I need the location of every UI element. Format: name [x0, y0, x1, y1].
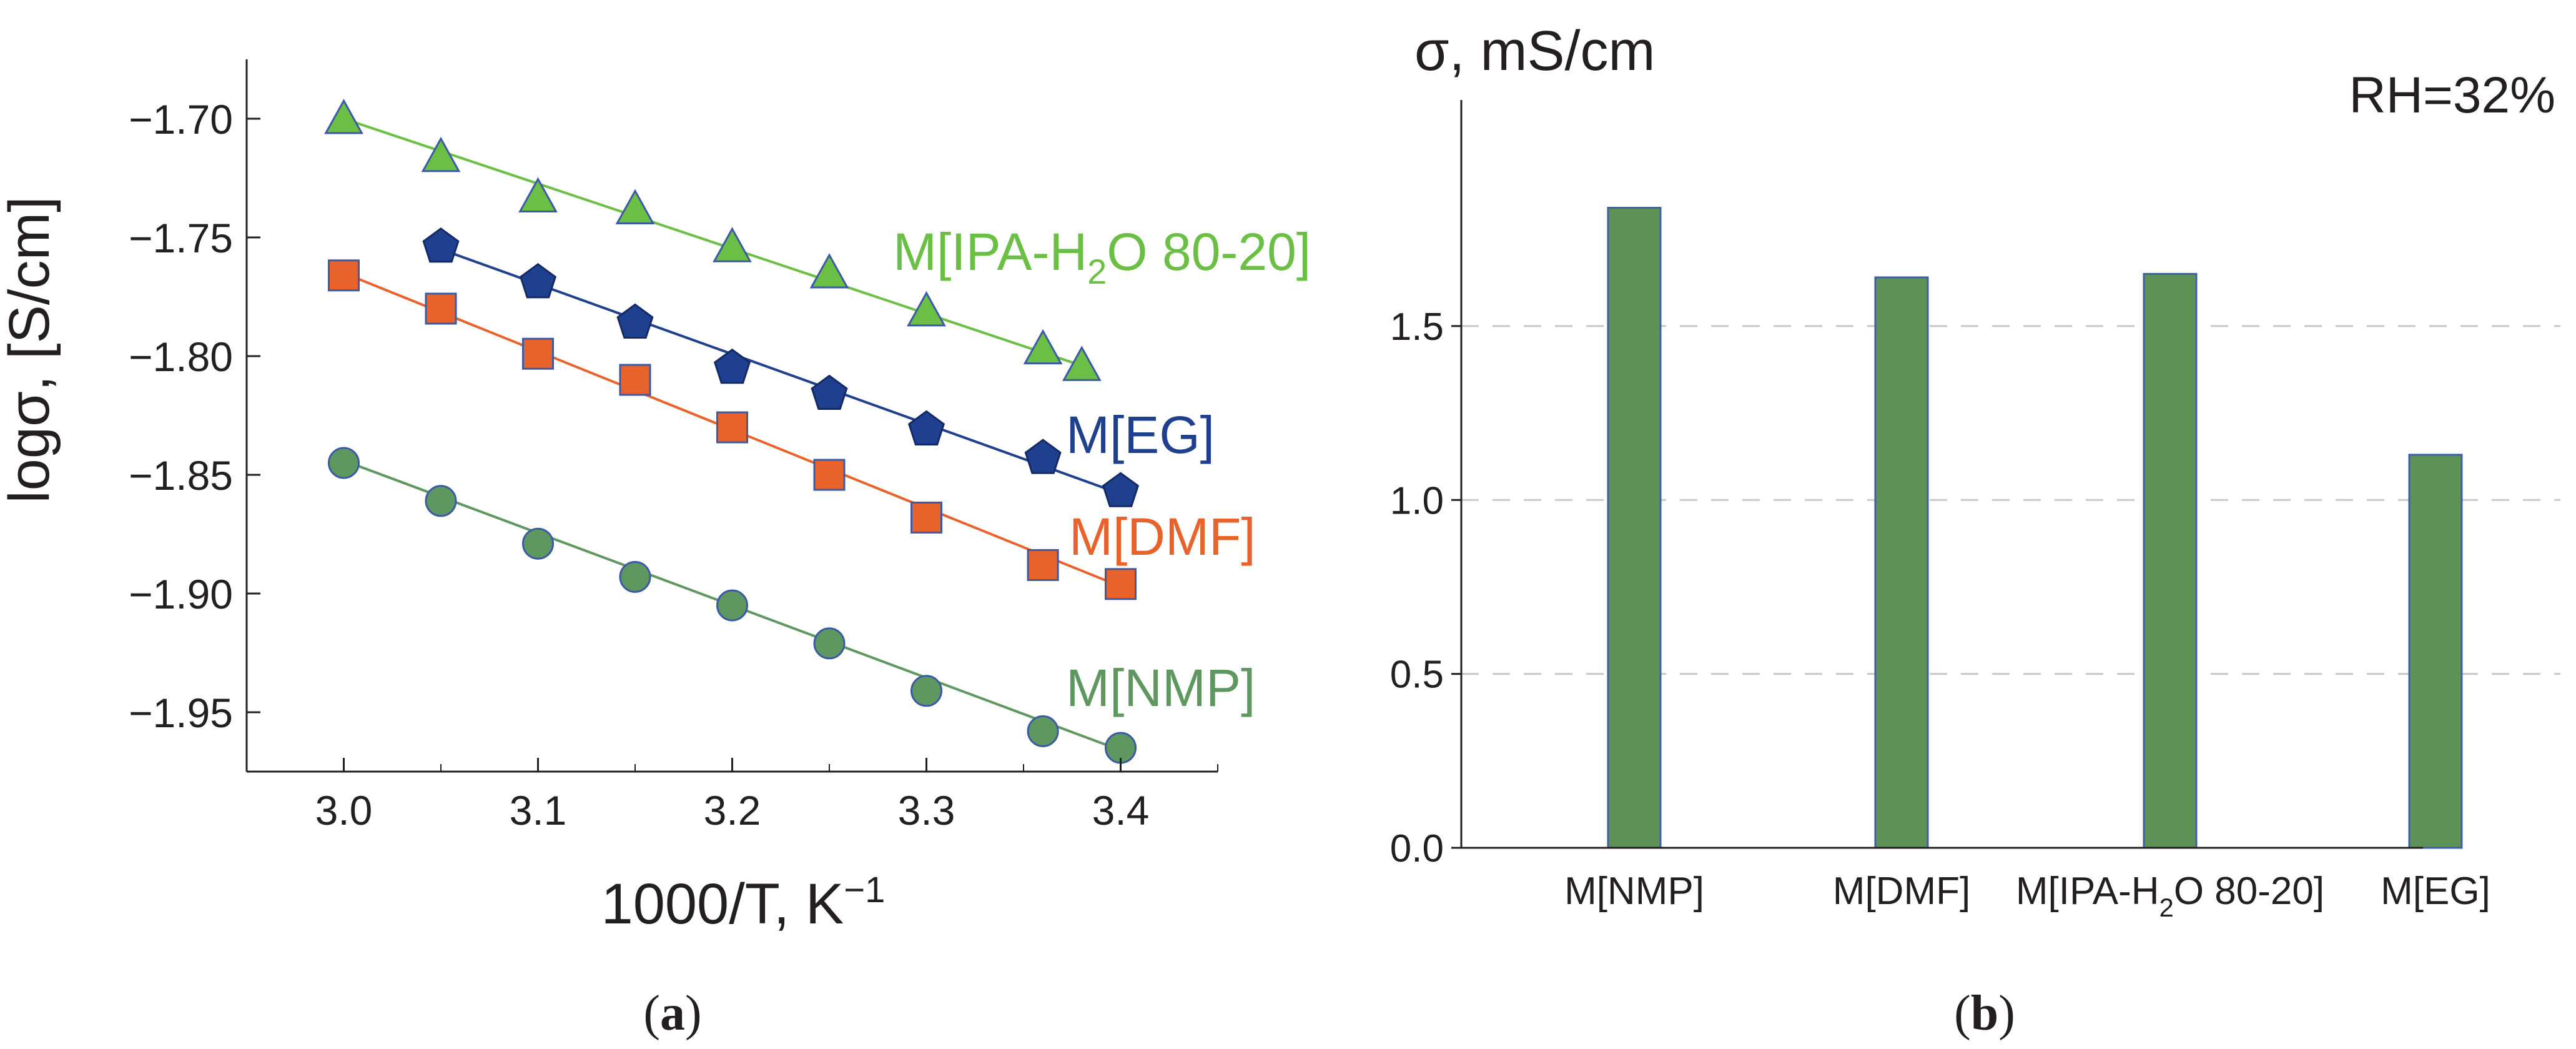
- panel-a-caption: (a): [643, 986, 701, 1041]
- data-point-circle: [716, 589, 748, 622]
- series-label: M[NMP]: [1066, 659, 1255, 717]
- data-point-circle: [425, 485, 457, 517]
- x-tick-label: 3.3: [898, 787, 955, 833]
- bar: [1874, 276, 1929, 849]
- data-point-square: [328, 259, 360, 292]
- data-point-pentagon: [616, 303, 654, 339]
- data-point-pentagon: [1024, 439, 1062, 474]
- series-label: M[IPA-H2O 80-20]: [893, 222, 1311, 291]
- data-point-triangle: [615, 189, 655, 224]
- data-point-triangle: [713, 227, 752, 262]
- bar: [1607, 207, 1662, 849]
- data-point-circle: [910, 675, 942, 707]
- x-tick-label: 3.1: [510, 787, 567, 833]
- panel-b-category-labels: M[NMP] M[DMF] M[IPA-H2O 80-20] M[EG]: [1564, 870, 2490, 922]
- y-tick-label: 1.0: [1390, 479, 1444, 522]
- data-point-square: [910, 501, 942, 534]
- data-point-circle: [1027, 715, 1059, 747]
- y-tick-label: −1.95: [129, 690, 233, 736]
- category-label: M[NMP]: [1564, 870, 1704, 913]
- bar: [2143, 272, 2198, 849]
- y-tick-label: −1.75: [129, 215, 233, 261]
- fit-line: [343, 117, 1082, 367]
- data-point-pentagon: [519, 263, 557, 299]
- x-tick-label: 3.2: [704, 787, 761, 833]
- data-point-triangle: [809, 253, 849, 289]
- data-point-pentagon: [1102, 472, 1140, 507]
- panel-a-y-axis-title: logσ, [S/cm]: [0, 196, 61, 503]
- panel-b-title: σ, mS/cm: [1414, 20, 1656, 82]
- data-point-triangle: [518, 177, 558, 212]
- y-tick-label: −1.80: [129, 334, 233, 380]
- x-tick-label: 3.4: [1092, 787, 1150, 833]
- data-point-pentagon: [713, 348, 751, 384]
- data-point-triangle: [1062, 346, 1102, 381]
- panel-b-caption: (b): [1954, 986, 2015, 1041]
- data-point-square: [522, 337, 554, 370]
- fit-line: [440, 248, 1122, 495]
- data-point-square: [813, 459, 846, 491]
- y-tick-label: −1.90: [129, 571, 233, 617]
- panel-a-x-axis-title: 1000/T, K−1: [601, 870, 886, 936]
- y-tick-label: 0.5: [1390, 654, 1444, 697]
- panel-a-data-points: [324, 99, 1140, 764]
- category-label: M[DMF]: [1833, 870, 1970, 913]
- series-label: M[EG]: [1066, 405, 1215, 464]
- data-point-square: [425, 292, 457, 325]
- y-tick-label: 0.0: [1390, 827, 1444, 870]
- category-label: M[IPA-H2O 80-20]: [2016, 870, 2324, 922]
- panel-b-annotation: RH=32%: [2349, 67, 2555, 124]
- bar: [2408, 454, 2463, 849]
- panel-b-chart: 0.0 0.5 1.0 1.5 M[NMP] M[DMF] M[IPA-H2O 80-20…: [1390, 20, 2560, 1041]
- panel-b-gridlines: [1461, 325, 2560, 675]
- data-point-pentagon: [811, 374, 848, 410]
- x-tick-label: 3.0: [315, 787, 373, 833]
- panel-a-series-labels: M[IPA-H2O 80-20] M[EG] M[DMF] M[NMP]: [893, 222, 1311, 717]
- data-point-triangle: [324, 99, 363, 134]
- category-label: M[EG]: [2381, 870, 2490, 913]
- y-tick-label: −1.85: [129, 452, 233, 499]
- panel-b-y-ticks: 0.0 0.5 1.0 1.5: [1390, 306, 1461, 870]
- data-point-circle: [619, 560, 651, 593]
- data-point-pentagon: [907, 410, 945, 445]
- data-point-circle: [813, 627, 846, 660]
- data-point-square: [1027, 549, 1059, 581]
- data-point-circle: [328, 447, 360, 479]
- panel-b-bars: [1607, 207, 2463, 849]
- panel-a-chart: −1.70 −1.75 −1.80 −1.85 −1.90 −1.95 3.0 3.1 3.2…: [0, 59, 1311, 1041]
- data-point-triangle: [421, 136, 461, 172]
- panel-a-x-ticks: 3.0 3.1 3.2 3.3 3.4: [246, 758, 1218, 833]
- data-point-triangle: [907, 291, 946, 327]
- series-label: M[DMF]: [1069, 507, 1256, 566]
- data-point-square: [716, 411, 748, 444]
- y-tick-label: 1.5: [1390, 306, 1444, 349]
- y-tick-label: −1.70: [129, 96, 233, 142]
- data-point-square: [619, 364, 651, 396]
- data-point-triangle: [1023, 329, 1063, 365]
- data-point-pentagon: [422, 227, 460, 263]
- data-point-square: [1105, 568, 1137, 600]
- panel-a-y-ticks: −1.70 −1.75 −1.80 −1.85 −1.90 −1.95: [129, 96, 260, 736]
- data-point-circle: [522, 527, 554, 560]
